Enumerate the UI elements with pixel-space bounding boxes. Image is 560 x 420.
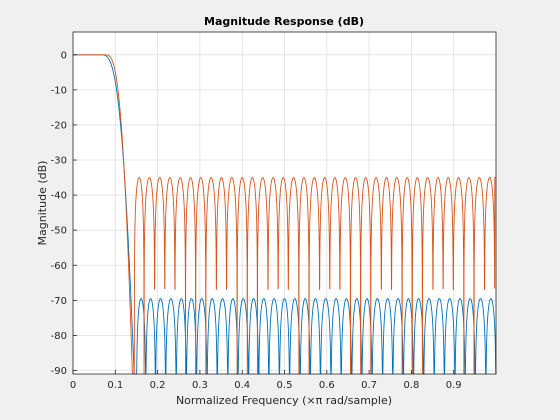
plot-lines bbox=[73, 54, 497, 375]
x-tick-label: 0.7 bbox=[361, 380, 377, 391]
x-tick-label: 0 bbox=[70, 380, 76, 391]
y-tick-label: -50 bbox=[51, 226, 67, 237]
series-line-1 bbox=[73, 54, 497, 375]
y-tick-label: -40 bbox=[51, 191, 67, 202]
x-tick-label: 0.3 bbox=[192, 380, 208, 391]
y-tick-label: 0 bbox=[61, 50, 67, 61]
x-axis: 0 0.1 0.2 0.3 0.4 0.5 0.6 0.7 0.8 0.9 bbox=[70, 370, 462, 391]
y-tick-label: -10 bbox=[51, 85, 67, 96]
x-tick-label: 0.5 bbox=[277, 380, 293, 391]
x-tick-label: 0.2 bbox=[150, 380, 166, 391]
series-line-2 bbox=[73, 54, 496, 375]
y-tick-label: -80 bbox=[51, 331, 67, 342]
x-tick-label: 0.9 bbox=[446, 380, 462, 391]
y-axis: 0 -10 -20 -30 -40 -50 -60 -70 -80 -90 bbox=[51, 50, 77, 377]
chart-title: Magnitude Response (dB) bbox=[204, 15, 364, 28]
grid bbox=[72, 32, 496, 374]
x-tick-label: 0.1 bbox=[107, 380, 123, 391]
y-axis-label: Magnitude (dB) bbox=[36, 161, 49, 246]
x-tick-label: 0.4 bbox=[234, 380, 250, 391]
y-tick-label: -90 bbox=[51, 366, 67, 377]
y-tick-label: -30 bbox=[51, 156, 67, 167]
x-tick-label: 0.8 bbox=[403, 380, 419, 391]
y-tick-label: -70 bbox=[51, 296, 67, 307]
x-axis-label: Normalized Frequency (×π rad/sample) bbox=[176, 394, 392, 407]
y-tick-label: -20 bbox=[51, 120, 67, 131]
x-tick-label: 0.6 bbox=[319, 380, 335, 391]
y-tick-label: -60 bbox=[51, 261, 67, 272]
